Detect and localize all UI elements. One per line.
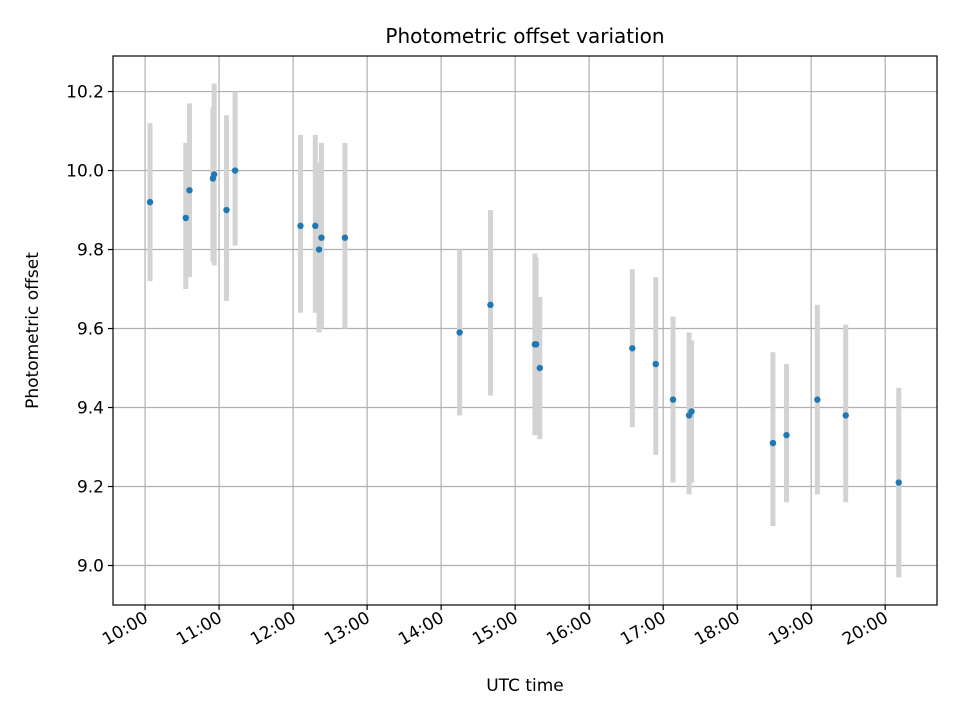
- data-point: [669, 396, 677, 403]
- y-tick-label: 10.2: [66, 83, 104, 103]
- y-tick-label: 10.0: [66, 162, 104, 182]
- y-tick-label: 9.8: [77, 241, 104, 261]
- grid-layer: [113, 56, 937, 605]
- chart-title: Photometric offset variation: [385, 24, 664, 48]
- data-point: [532, 341, 540, 348]
- data-point: [182, 214, 189, 222]
- data-point: [769, 439, 777, 447]
- y-tick-label: 9.6: [77, 320, 104, 340]
- data-point: [842, 412, 849, 419]
- data-point: [146, 198, 154, 206]
- data-point: [629, 345, 636, 352]
- data-point: [341, 234, 349, 241]
- y-tick-label: 9.0: [77, 557, 104, 577]
- data-point: [210, 171, 218, 178]
- point-layer: [146, 167, 902, 486]
- data-point: [318, 234, 325, 241]
- data-point: [231, 167, 239, 174]
- x-axis-label: UTC time: [486, 676, 564, 696]
- y-tick-label: 9.2: [77, 478, 104, 498]
- data-point: [783, 431, 790, 439]
- data-point: [688, 408, 695, 415]
- data-point: [297, 222, 304, 230]
- y-axis-label: Photometric offset: [23, 252, 43, 409]
- data-point: [456, 329, 463, 336]
- y-tick-label: 9.4: [77, 399, 104, 419]
- data-point: [312, 222, 319, 230]
- data-point: [652, 360, 659, 368]
- plot-area-frame: [112, 55, 938, 606]
- data-point: [487, 301, 494, 309]
- data-point: [814, 396, 821, 403]
- data-point: [895, 479, 902, 486]
- data-point: [315, 246, 323, 253]
- data-point: [186, 187, 193, 194]
- data-point: [536, 364, 544, 372]
- data-point: [223, 206, 230, 214]
